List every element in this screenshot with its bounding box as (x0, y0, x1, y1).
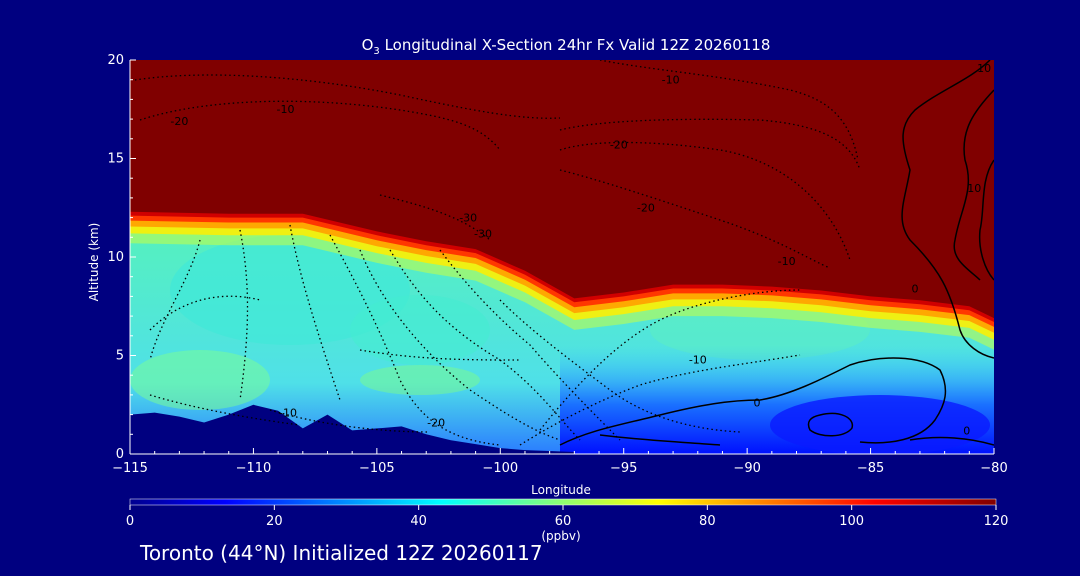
contour-label: -30 (474, 227, 492, 240)
y-tick-label: 0 (116, 447, 124, 462)
colorbar-tick-label: 20 (266, 514, 283, 529)
y-tick-label: 20 (107, 53, 124, 68)
contour-label: -10 (279, 407, 297, 420)
negative-contours (134, 60, 861, 446)
field-blob-west (170, 235, 410, 345)
contour-label: -20 (610, 139, 628, 152)
contour-line-zero (909, 436, 994, 446)
x-tick-label: −85 (857, 461, 884, 476)
contour-line (329, 234, 501, 446)
contour-line-positive (978, 159, 994, 281)
contour-line (499, 299, 741, 433)
contour-label: 0 (754, 397, 761, 410)
chart-title: O3 Longitudinal X-Section 24hr Fx Valid … (362, 36, 771, 57)
contour-label: -30 (459, 212, 477, 225)
x-tick-label: −95 (610, 461, 637, 476)
field-blob-lime (360, 365, 480, 395)
contour-label: -20 (170, 115, 188, 128)
contour-label: 10 (977, 62, 991, 75)
colorbar (129, 498, 997, 506)
x-tick-label: −90 (733, 461, 760, 476)
plot-area: -20 -10 -10 -20 -30 -30 -20 -10 -10 -20 -10 0 0 0 10 10 (130, 60, 994, 454)
field-blob-green (130, 350, 270, 410)
zero-contours (559, 60, 994, 446)
contour-label: 0 (912, 283, 919, 296)
x-tick-label: −105 (359, 461, 395, 476)
contour-line (134, 74, 561, 119)
colorbar-ticks: 0 20 40 60 80 100 120 (126, 505, 1009, 529)
colorbar-tick-label: 0 (126, 514, 134, 529)
contour-line (539, 289, 801, 431)
x-tick-label: −100 (482, 461, 518, 476)
contour-line (389, 249, 581, 441)
contour-line (599, 60, 859, 161)
contour-label: -10 (778, 255, 796, 268)
footer-caption: Toronto (44°N) Initialized 12Z 20260117 (140, 541, 543, 565)
y-tick-label: 5 (116, 349, 124, 364)
contour-line (139, 100, 501, 151)
contour-labels: -20 -10 -10 -20 -30 -30 -20 -10 -10 -20 -10 0 0 0 10 10 (170, 62, 991, 437)
colorbar-tick-label: 100 (839, 514, 864, 529)
contour-line-zero (807, 412, 854, 437)
contour-line (149, 295, 261, 331)
y-axis-ticks: 0 5 10 15 20 (107, 53, 136, 462)
contour-line (559, 169, 831, 269)
contour-line-zero (559, 357, 947, 446)
y-tick-label: 10 (107, 250, 124, 265)
y-tick-label: 15 (107, 152, 124, 167)
x-axis-ticks: −115 −110 −105 −100 −95 −90 −85 −80 (112, 448, 1008, 476)
contour-line (359, 249, 561, 441)
y-axis-label: Altitude (km) (87, 223, 101, 302)
contour-label: -10 (277, 103, 295, 116)
contour-line-zero (901, 60, 994, 359)
x-tick-label: −110 (236, 461, 272, 476)
contour-line (439, 249, 621, 441)
stratosphere-fill (130, 60, 994, 319)
contour-line (149, 239, 201, 361)
contour-label: 0 (963, 424, 970, 437)
colorbar-unit-label: (ppbv) (541, 529, 580, 543)
contour-line-positive (953, 89, 994, 281)
contour-line (149, 394, 301, 426)
contour-label: -10 (662, 74, 680, 87)
low-ozone-core (770, 395, 990, 454)
x-tick-label: −115 (112, 461, 148, 476)
contour-label: 10 (967, 182, 981, 195)
terrain-mask (130, 404, 575, 454)
contour-label: -20 (427, 416, 445, 429)
x-axis-label: Longitude (531, 483, 591, 497)
field-blob-center (350, 295, 490, 365)
colorbar-tick-label: 40 (410, 514, 427, 529)
contour-line (269, 409, 431, 433)
x-tick-label: −80 (980, 461, 1007, 476)
contour-label: -20 (637, 202, 655, 215)
colorbar-tick-label: 60 (555, 514, 572, 529)
colorbar-tick-label: 80 (699, 514, 716, 529)
contour-line-zero (599, 434, 721, 446)
contour-line (379, 194, 491, 241)
contour-label: -10 (689, 353, 707, 366)
colorbar-tick-label: 120 (984, 514, 1009, 529)
contour-line (239, 229, 249, 401)
